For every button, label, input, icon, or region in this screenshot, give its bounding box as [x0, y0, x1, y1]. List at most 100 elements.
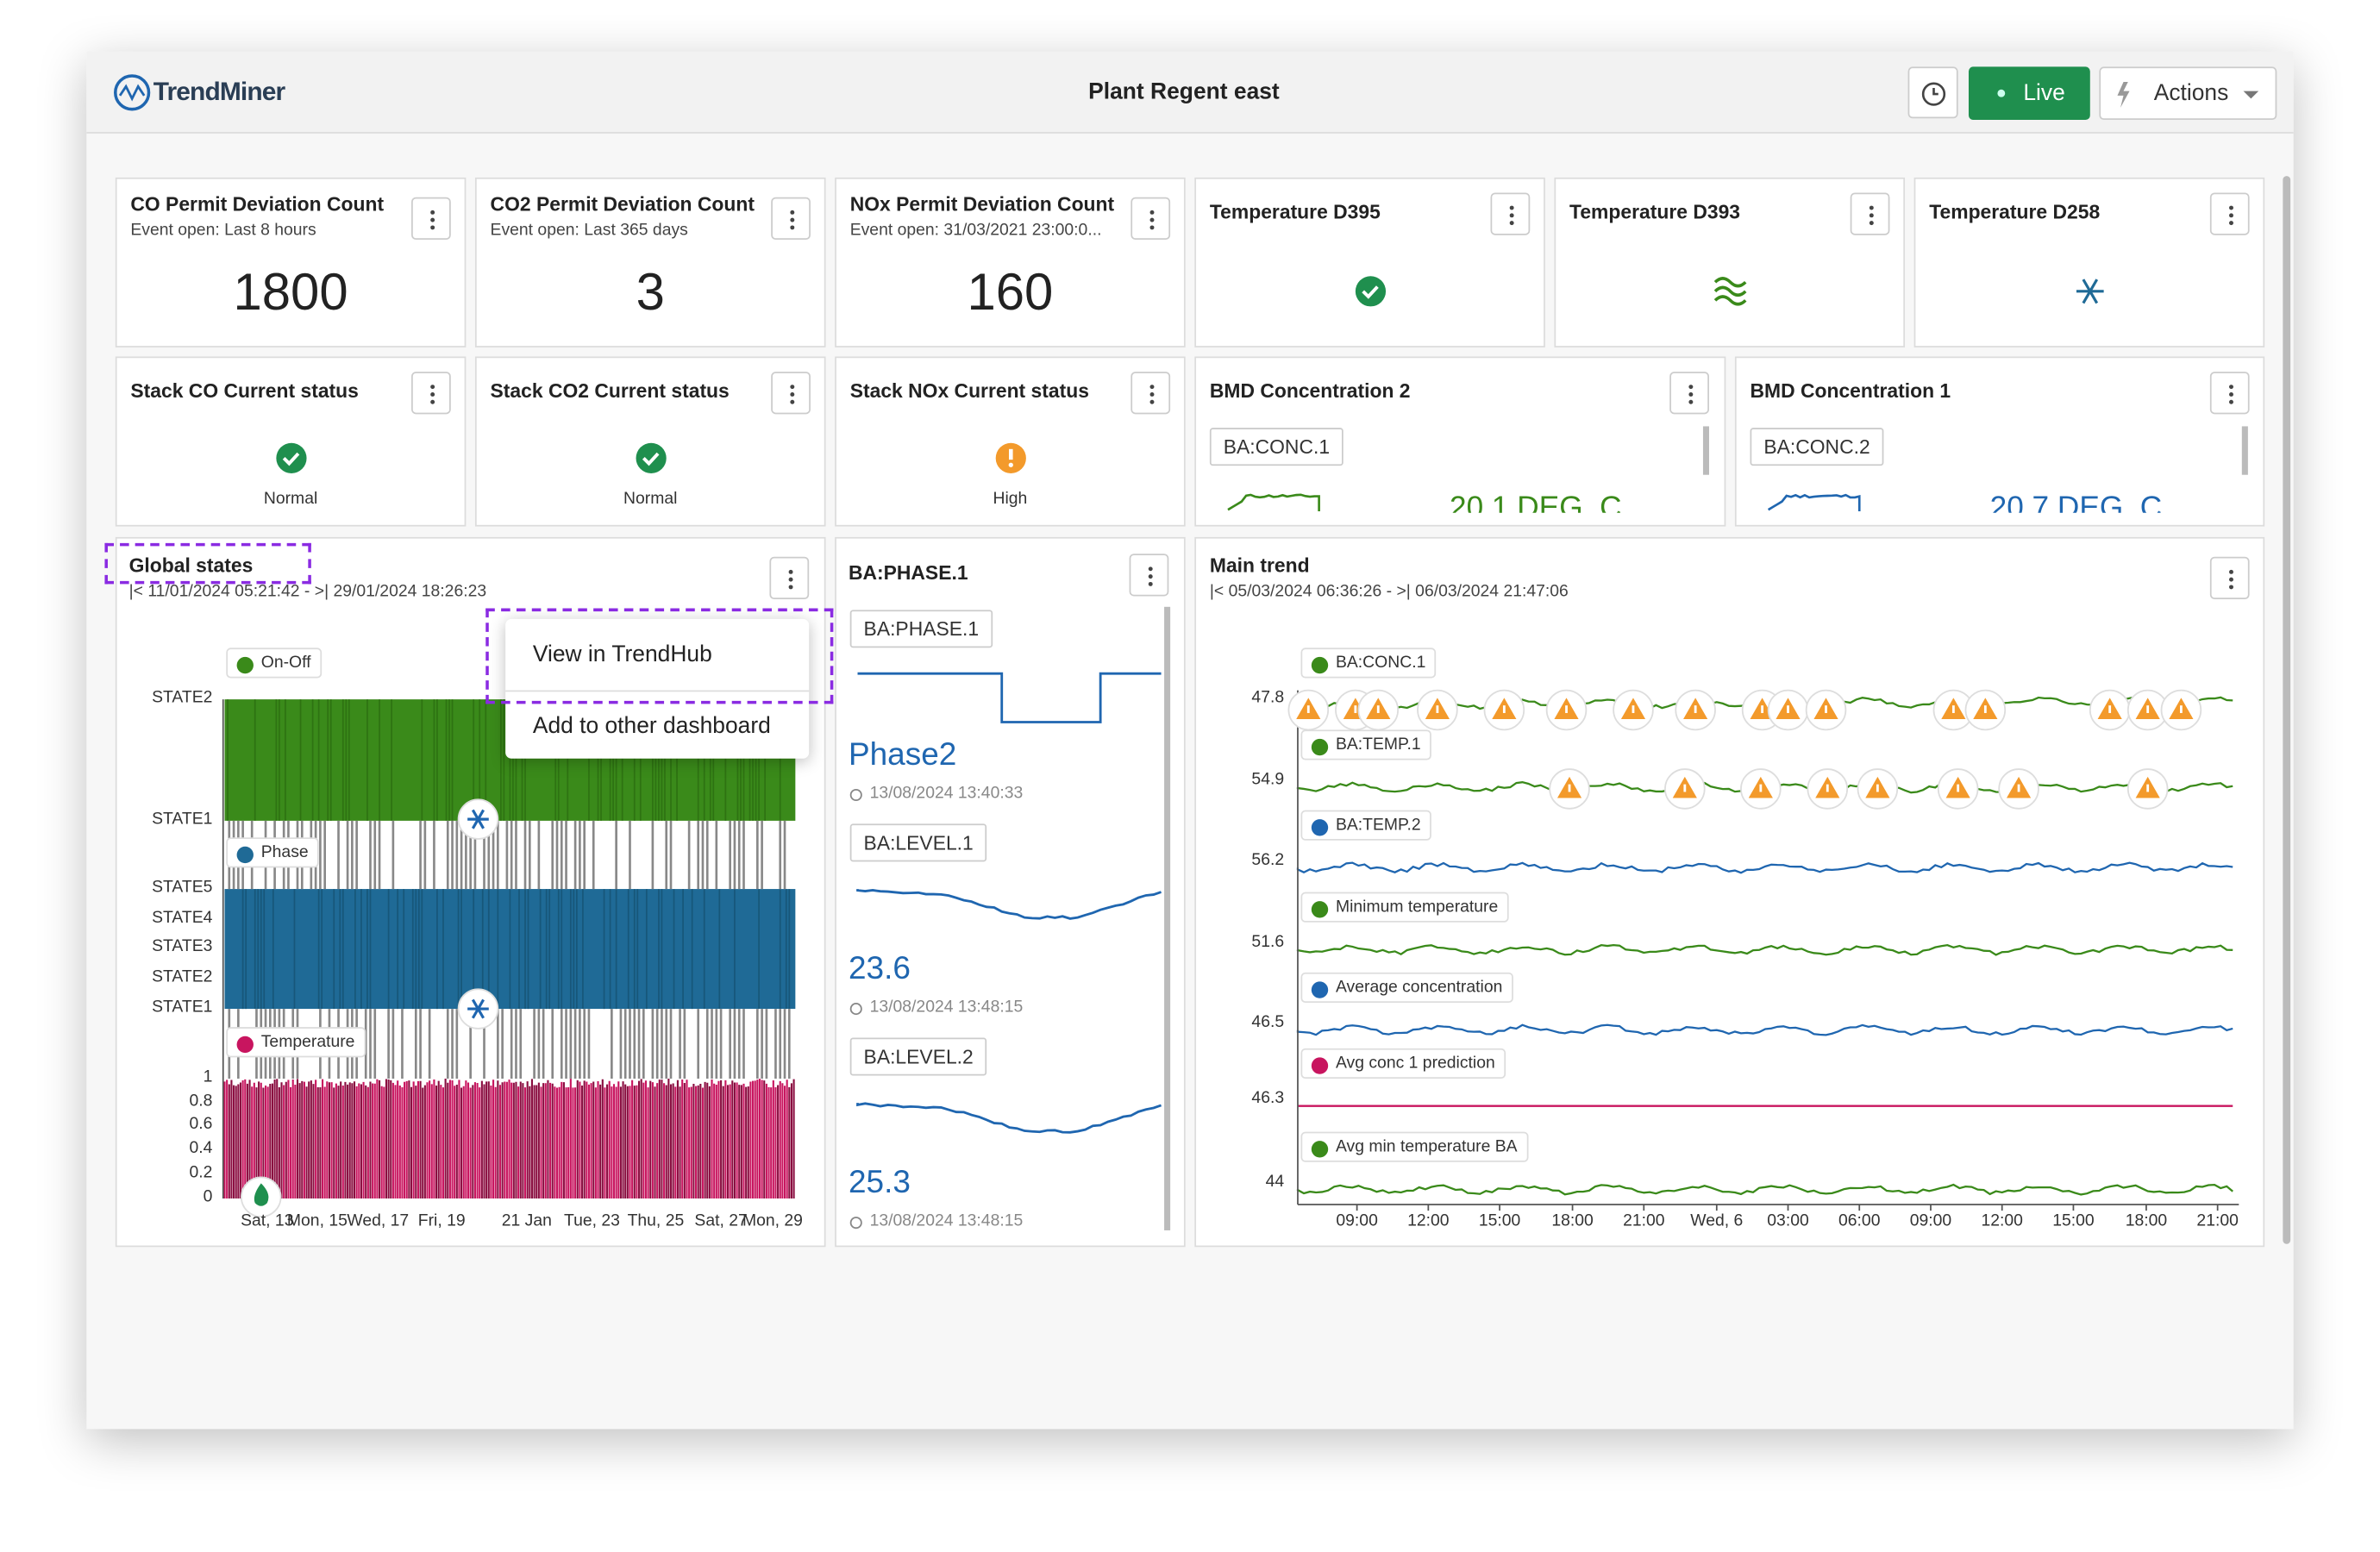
y-label: 0.8: [189, 1092, 213, 1111]
tile: [835, 177, 1186, 347]
kpi-value: 1800: [233, 264, 348, 322]
kebab-icon: [1148, 566, 1153, 586]
x-label: Fri, 19: [417, 1211, 466, 1230]
legend-item: Phase: [226, 837, 319, 868]
tile: [474, 177, 826, 347]
tile: [115, 177, 467, 347]
y-label: 0.4: [189, 1139, 213, 1158]
x-label: 09:00: [1909, 1211, 1952, 1230]
kpi-value: 160: [967, 264, 1054, 322]
x-label: Wed, 17: [347, 1211, 410, 1230]
tag: BA:LEVEL.1: [849, 823, 987, 862]
legend-dot: [1311, 738, 1329, 756]
legend-dot: [1311, 1141, 1329, 1158]
x-label: 15:00: [1478, 1211, 1521, 1230]
menu-button[interactable]: [1130, 197, 1171, 241]
tile: [115, 356, 467, 527]
x-label: 12:00: [1981, 1211, 2023, 1230]
tag: BA:PHASE.1: [849, 610, 993, 648]
y-label: 54.9: [1251, 770, 1285, 789]
menu-button[interactable]: [1850, 192, 1890, 235]
tile: [1554, 177, 1906, 347]
tile: [835, 356, 1186, 527]
legend-dot: [1311, 656, 1329, 674]
kpi-value: 3: [636, 264, 665, 322]
tag: BA:CONC.2: [1750, 428, 1884, 466]
timestamp: 13/08/2024 13:40:33: [869, 784, 1024, 803]
tile: [1194, 177, 1545, 347]
current-value: 23.6: [848, 951, 911, 986]
legend-item: BA:CONC.1: [1300, 648, 1437, 679]
legend-dot: [1311, 819, 1329, 836]
gauge-value: 20.7 DEG. C: [1989, 491, 2163, 513]
panel-title: Main trend: [1209, 554, 1310, 577]
tile-title: Stack CO Current status: [130, 379, 359, 403]
y-label: 0.6: [189, 1115, 213, 1134]
y-label: 56.2: [1251, 851, 1285, 870]
menu-button[interactable]: [771, 197, 811, 241]
menu-button[interactable]: [1669, 372, 1709, 415]
status-text: High: [993, 490, 1028, 509]
tile-title: Stack NOx Current status: [849, 379, 1089, 403]
tile-title: BMD Concentration 2: [1209, 379, 1411, 403]
tile-title: CO Permit Deviation Count: [130, 192, 385, 216]
tile-title: CO2 Permit Deviation Count: [490, 192, 755, 216]
tile-title: Temperature D395: [1209, 200, 1381, 223]
legend-item: Avg conc 1 prediction: [1300, 1048, 1506, 1080]
kebab-icon: [1509, 205, 1514, 226]
live-button[interactable]: Live: [1968, 66, 2090, 121]
menu-divider: [505, 690, 810, 692]
y-label: 0.2: [189, 1163, 213, 1182]
gauge-value: 20.1 DEG. C: [1449, 491, 1622, 513]
kebab-icon: [1149, 210, 1155, 230]
y-label: 46.3: [1251, 1089, 1285, 1108]
tile-subtitle: Event open: Last 8 hours: [130, 221, 316, 241]
status-text: Normal: [623, 490, 678, 509]
y-label: STATE5: [152, 878, 213, 897]
value-clip: 20.1 DEG. C: [1422, 483, 1634, 513]
kebab-icon: [1149, 385, 1155, 404]
menu-button[interactable]: [1130, 372, 1171, 415]
menu-item[interactable]: Add to other dashboard: [532, 712, 771, 739]
y-label: 0: [203, 1187, 213, 1206]
tile-subtitle: Event open: Last 365 days: [490, 221, 688, 241]
menu-button[interactable]: [1490, 192, 1531, 235]
menu-button[interactable]: [2209, 192, 2250, 235]
y-label: 44: [1265, 1173, 1285, 1192]
tile-title: BMD Concentration 1: [1750, 379, 1951, 403]
menu-button[interactable]: [411, 372, 451, 415]
y-label: STATE1: [152, 810, 213, 829]
menu-highlight: [485, 608, 834, 704]
menu-button[interactable]: [2209, 372, 2250, 415]
tile-title: Temperature D258: [1929, 200, 2101, 223]
x-label: 21 Jan: [501, 1211, 552, 1230]
scrollbar: [1164, 606, 1171, 1230]
history-button[interactable]: [1907, 66, 1958, 119]
menu-button[interactable]: [771, 372, 811, 415]
x-label: Tue, 23: [563, 1211, 620, 1230]
clock-icon: [1921, 82, 1946, 106]
actions-button[interactable]: Actions: [2099, 66, 2277, 121]
x-label: 09:00: [1336, 1211, 1378, 1230]
x-label: 18:00: [2125, 1211, 2168, 1230]
legend-item: Avg min temperature BA: [1300, 1131, 1528, 1162]
y-label: STATE1: [152, 998, 213, 1017]
menu-item[interactable]: View in TrendHub: [532, 641, 712, 668]
menu-button[interactable]: [2209, 556, 2250, 600]
time-range: |< 11/01/2024 05:21:42 - >| 29/01/2024 1…: [128, 582, 487, 601]
y-label: STATE2: [152, 967, 213, 986]
tile-subtitle: Event open: 31/03/2021 23:00:0...: [849, 221, 1102, 241]
x-label: 12:00: [1407, 1211, 1450, 1230]
menu-button[interactable]: [411, 197, 451, 241]
legend-item: Minimum temperature: [1300, 892, 1509, 923]
live-dot: [1997, 89, 2006, 97]
tile: [1913, 177, 2265, 347]
legend-dot: [236, 1036, 254, 1054]
legend-item: BA:TEMP.2: [1300, 810, 1431, 841]
y-label: STATE4: [152, 908, 213, 928]
x-label: 03:00: [1767, 1211, 1809, 1230]
menu-button[interactable]: [769, 556, 810, 600]
kebab-icon: [790, 385, 795, 404]
menu-button[interactable]: [1129, 554, 1169, 597]
tile-title: Stack CO2 Current status: [490, 379, 730, 403]
